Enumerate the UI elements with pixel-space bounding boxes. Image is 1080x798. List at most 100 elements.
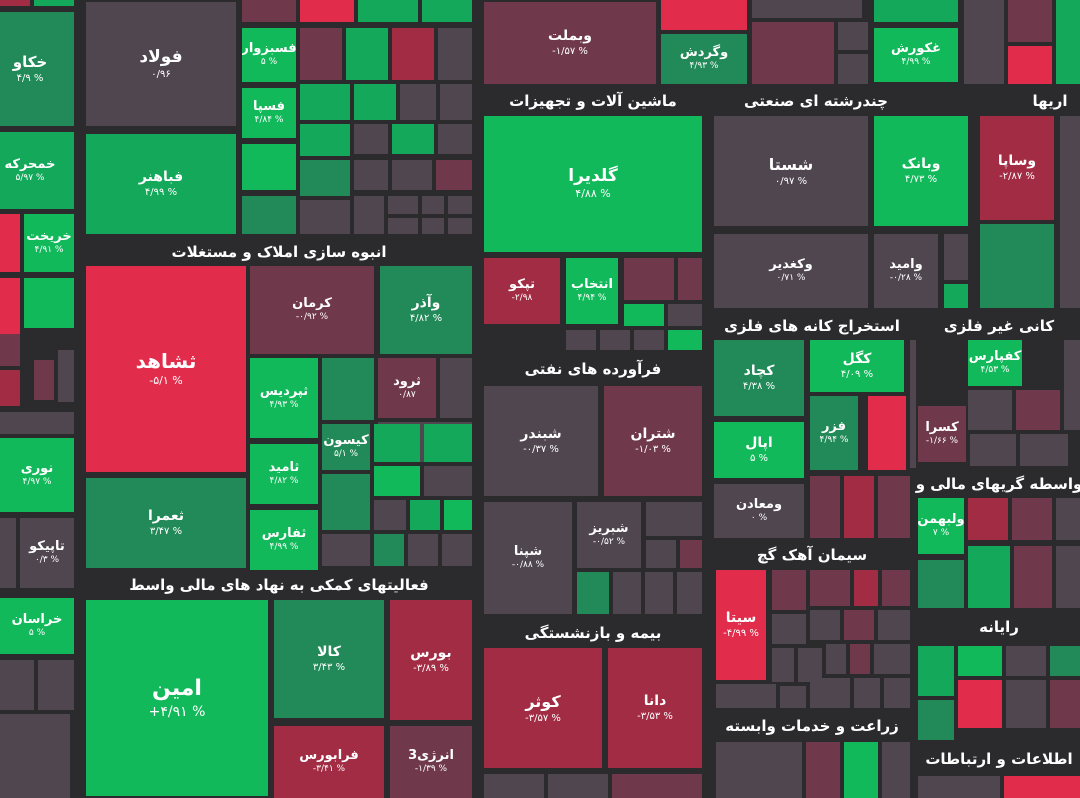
- stock-tile[interactable]: ثفارس ۴/۹۹ %: [250, 510, 318, 570]
- stock-tile[interactable]: [868, 396, 906, 470]
- stock-tile[interactable]: [1006, 680, 1046, 728]
- stock-tile[interactable]: [810, 476, 840, 538]
- stock-tile[interactable]: [440, 84, 472, 120]
- stock-tile[interactable]: [1056, 0, 1080, 84]
- stock-tile[interactable]: [34, 360, 54, 400]
- stock-tile[interactable]: [484, 774, 544, 798]
- stock-tile[interactable]: [0, 214, 20, 272]
- stock-tile[interactable]: سیتا -۴/۹۹ %: [716, 570, 766, 680]
- stock-tile[interactable]: [944, 284, 968, 308]
- stock-tile[interactable]: ولبهمن ۷ %: [918, 498, 964, 554]
- stock-tile[interactable]: انتخاب ۴/۹۴ %: [566, 258, 618, 324]
- stock-tile[interactable]: [38, 660, 74, 710]
- stock-tile[interactable]: وامید -۰/۲۸ %: [874, 234, 938, 308]
- stock-tile[interactable]: [624, 258, 674, 300]
- stock-tile[interactable]: [242, 144, 296, 190]
- stock-tile[interactable]: [680, 540, 702, 568]
- stock-tile[interactable]: [358, 0, 418, 22]
- stock-tile[interactable]: وآذر ۴/۸۲ %: [380, 266, 472, 354]
- stock-tile[interactable]: [392, 28, 434, 80]
- stock-tile[interactable]: [424, 466, 472, 496]
- stock-tile[interactable]: [1012, 498, 1052, 540]
- stock-tile[interactable]: کوثر -۳/۵۷ %: [484, 648, 602, 768]
- stock-tile[interactable]: ثامید ۴/۸۲ %: [250, 444, 318, 504]
- stock-tile[interactable]: فرابورس -۳/۴۱ %: [274, 726, 384, 798]
- stock-tile[interactable]: [34, 0, 74, 6]
- stock-tile[interactable]: [878, 610, 910, 640]
- stock-tile[interactable]: خکاو ۴/۹ %: [0, 12, 74, 126]
- stock-tile[interactable]: [388, 196, 418, 214]
- stock-tile[interactable]: [980, 224, 1054, 308]
- stock-tile[interactable]: [442, 534, 472, 566]
- stock-tile[interactable]: [918, 700, 954, 740]
- stock-tile[interactable]: [878, 476, 910, 538]
- stock-tile[interactable]: [322, 358, 374, 420]
- stock-tile[interactable]: [854, 570, 878, 606]
- stock-tile[interactable]: کسرا -۱/۶۶ %: [918, 406, 966, 462]
- stock-tile[interactable]: [918, 646, 954, 696]
- stock-tile[interactable]: [0, 660, 34, 710]
- stock-tile[interactable]: [424, 424, 472, 462]
- stock-tile[interactable]: کرمان -۰/۹۲ %: [250, 266, 374, 354]
- stock-tile[interactable]: [300, 200, 350, 234]
- stock-tile[interactable]: [910, 340, 916, 468]
- stock-tile[interactable]: [600, 330, 630, 350]
- stock-tile[interactable]: [810, 570, 850, 606]
- stock-tile[interactable]: [806, 742, 840, 798]
- stock-tile[interactable]: [444, 500, 472, 530]
- stock-tile[interactable]: [436, 160, 472, 190]
- stock-tile[interactable]: [392, 124, 434, 154]
- stock-tile[interactable]: ثشاهد -۵/۱ %: [86, 266, 246, 472]
- stock-tile[interactable]: [677, 572, 702, 614]
- stock-tile[interactable]: [1006, 646, 1046, 676]
- stock-tile[interactable]: [422, 0, 472, 22]
- stock-tile[interactable]: [1060, 116, 1080, 308]
- stock-tile[interactable]: [577, 572, 609, 614]
- stock-tile[interactable]: [0, 412, 74, 434]
- stock-tile[interactable]: [354, 160, 388, 190]
- stock-tile[interactable]: [242, 0, 296, 22]
- stock-tile[interactable]: فباهنر ۴/۹۹ %: [86, 134, 236, 234]
- stock-tile[interactable]: [970, 434, 1016, 466]
- stock-tile[interactable]: خریخت ۴/۹۱ %: [24, 214, 74, 272]
- stock-tile[interactable]: [374, 534, 404, 566]
- stock-tile[interactable]: ثعمرا ۳/۴۷ %: [86, 478, 246, 568]
- stock-tile[interactable]: شپنا -۰/۸۸ %: [484, 502, 572, 614]
- stock-tile[interactable]: امین +۴/۹۱ %: [86, 600, 268, 796]
- stock-tile[interactable]: [300, 84, 350, 120]
- stock-tile[interactable]: [322, 474, 370, 530]
- stock-tile[interactable]: ومعادن ۰ %: [714, 484, 804, 538]
- stock-tile[interactable]: دانا -۳/۵۳ %: [608, 648, 702, 768]
- stock-tile[interactable]: [968, 390, 1012, 430]
- stock-tile[interactable]: [661, 0, 747, 30]
- stock-tile[interactable]: [440, 358, 472, 418]
- stock-tile[interactable]: [1004, 776, 1080, 798]
- stock-tile[interactable]: ثپردیس ۴/۹۳ %: [250, 358, 318, 438]
- stock-tile[interactable]: [0, 714, 70, 798]
- stock-tile[interactable]: [1056, 498, 1080, 540]
- stock-tile[interactable]: [678, 258, 702, 300]
- stock-tile[interactable]: [354, 84, 396, 120]
- stock-tile[interactable]: [242, 196, 296, 234]
- stock-tile[interactable]: [392, 160, 432, 190]
- stock-tile[interactable]: [1008, 0, 1052, 42]
- stock-tile[interactable]: [844, 610, 874, 640]
- stock-tile[interactable]: [0, 370, 20, 406]
- stock-tile[interactable]: [874, 0, 958, 22]
- stock-tile[interactable]: [772, 570, 806, 610]
- stock-tile[interactable]: [752, 0, 862, 18]
- stock-tile[interactable]: [566, 330, 596, 350]
- stock-tile[interactable]: [854, 678, 880, 708]
- stock-tile[interactable]: کگل ۴/۰۹ %: [810, 340, 904, 392]
- stock-tile[interactable]: [968, 498, 1008, 540]
- stock-tile[interactable]: [300, 0, 354, 22]
- stock-tile[interactable]: وساپا -۲/۸۷ %: [980, 116, 1054, 220]
- stock-tile[interactable]: [346, 28, 388, 80]
- stock-tile[interactable]: نوری ۴/۹۷ %: [0, 438, 74, 512]
- stock-tile[interactable]: [388, 218, 418, 234]
- stock-tile[interactable]: [0, 334, 20, 366]
- stock-tile[interactable]: وبملت -۱/۵۷ %: [484, 2, 656, 84]
- stock-tile[interactable]: [716, 684, 776, 708]
- stock-tile[interactable]: فسپا ۴/۸۴ %: [242, 88, 296, 138]
- stock-tile[interactable]: [810, 678, 850, 708]
